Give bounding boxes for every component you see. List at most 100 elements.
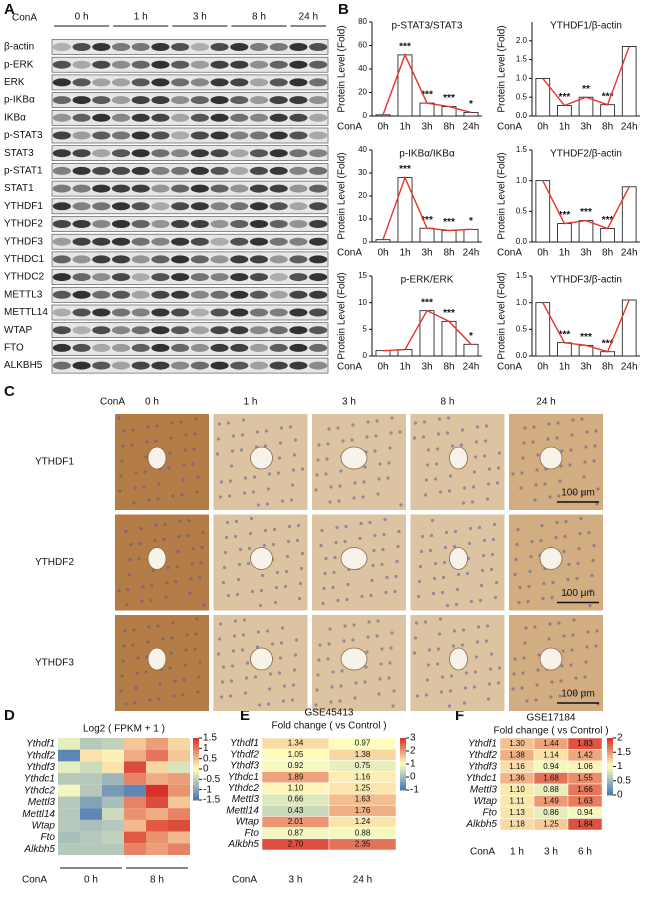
vessel [147,446,167,470]
nucleus [120,674,124,678]
heatmap-cell [80,738,102,750]
blot-band [131,43,150,51]
nucleus [265,502,270,506]
colorbar-segment [400,738,406,742]
nucleus [334,540,338,545]
protein-label: WTAP [4,325,32,336]
cell-value: 0.97 [355,739,371,748]
nucleus [520,686,524,690]
blot-band [52,202,71,211]
significance-label: * [469,331,473,342]
bar [600,228,615,243]
blot-band [111,184,131,193]
blot-band [269,43,288,51]
nucleus [285,554,290,559]
nucleus [533,625,537,629]
blot-band [92,290,111,299]
nucleus [324,556,328,561]
blot-band [289,308,308,317]
nucleus [173,679,177,683]
heatmap-cell [124,808,146,820]
cell-value: 1.36 [509,773,525,782]
blot-band [111,96,131,105]
blot-band [92,273,111,282]
gene-label: Mettl3 [232,794,260,805]
significance-label: *** [559,329,571,340]
blot-band [131,149,150,158]
nucleus [177,534,181,539]
nucleus [223,550,228,555]
colorbar-segment [193,787,199,792]
nucleus [279,641,284,645]
nucleus [367,620,371,624]
significance-label: *** [399,164,411,175]
nucleus [317,658,321,662]
nucleus [550,680,554,684]
blot-band [249,166,269,175]
nucleus [124,702,128,706]
blot-band [171,308,190,317]
nucleus [368,520,372,525]
significance-label: *** [559,92,571,103]
cell-value: 1.10 [509,785,525,794]
heatmap-cell [80,819,102,832]
cell-value: 1.84 [577,819,593,828]
nucleus [169,436,173,440]
nucleus [121,659,125,663]
heatmap-cell [102,843,124,855]
nucleus [535,683,539,687]
x-tick-label: 8h [602,362,613,373]
nucleus [551,580,555,585]
blot-band [269,149,288,158]
blot-band [171,96,190,105]
nucleus [255,430,260,434]
nucleus [218,622,223,626]
column-label: 3 h [544,847,558,858]
nucleus [363,680,367,684]
blot-band [151,273,170,282]
blot-band [269,326,288,335]
blot-band [289,131,308,140]
blot-band [210,308,229,317]
blot-band [72,237,91,246]
nucleus [571,633,575,637]
nucleus [557,494,561,498]
x-tick-label: 1h [559,362,570,373]
table-title: GSE45413 [305,708,354,719]
blot-band [289,96,308,105]
blot-band [309,255,328,264]
y-tick-label: 20 [358,88,367,97]
blot-band [230,149,249,158]
nucleus [595,502,599,506]
nucleus [339,684,343,688]
blot-band [249,184,269,193]
nucleus [137,556,141,561]
nucleus [266,487,271,491]
nucleus [565,592,569,597]
heatmap-cell [146,749,168,762]
nucleus [413,636,418,640]
nucleus [292,668,297,672]
nucleus [314,703,318,707]
protein-label: ERK [4,77,25,88]
blot-band [131,202,150,211]
blot-band [230,131,249,140]
chart-title: p-STAT3/STAT3 [392,21,463,32]
blot-band [249,290,269,299]
blot-band [230,78,249,87]
group-label: 0 h [84,875,98,886]
colorbar-segment [400,753,406,757]
treatment-label: ConA [22,875,47,886]
nucleus [339,469,343,473]
bar [578,96,594,117]
heatmap-cell [58,784,80,797]
blot-band [230,290,249,299]
gene-label: Wtap [32,821,56,832]
timepoint-label: 3 h [342,397,356,408]
nucleus [271,542,276,547]
trend-line [542,299,630,353]
vessel [340,647,368,671]
nucleus [117,416,121,420]
blot-band [230,202,249,211]
nucleus [548,622,552,626]
